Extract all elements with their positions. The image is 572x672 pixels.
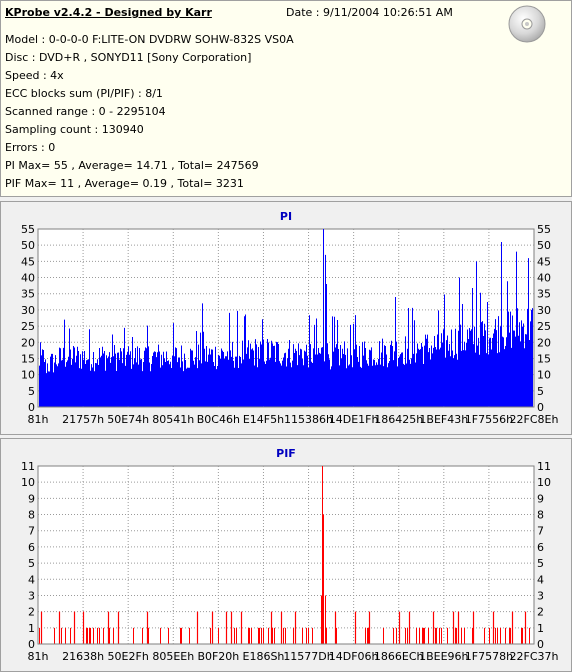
pif-ytick-right: 7 — [537, 525, 544, 538]
pi-xtick-label: 1BEF43h — [419, 413, 468, 426]
pi-ytick-left: 50 — [21, 239, 35, 252]
pif-ytick-right: 8 — [537, 509, 544, 522]
pif-chart-title: PIF — [276, 447, 296, 460]
pif-ytick-left: 3 — [28, 589, 35, 602]
pi-xtick-label: E14F5h — [243, 413, 284, 426]
pif-ytick-right: 3 — [537, 589, 544, 602]
errors-line: Errors : 0 — [5, 141, 56, 154]
pi-xtick-label: 14DE1Fh — [329, 413, 379, 426]
pi-ytick-left: 25 — [21, 320, 35, 333]
pif-summary-line: PIF Max= 11 , Average= 0.19 , Total= 323… — [5, 177, 244, 190]
speed-line: Speed : 4x — [5, 69, 64, 82]
pif-ytick-right: 1 — [537, 622, 544, 635]
pif-ytick-left: 0 — [28, 638, 35, 651]
pif-ytick-left: 6 — [28, 541, 35, 554]
pif-ytick-left: 2 — [28, 606, 35, 619]
pif-ytick-right: 4 — [537, 573, 544, 586]
pi-ytick-left: 30 — [21, 304, 35, 317]
pif-ytick-right: 9 — [537, 492, 544, 505]
pi-ytick-right: 25 — [537, 320, 551, 333]
scan-date: Date : 9/11/2004 10:26:51 AM — [286, 6, 453, 19]
range-line: Scanned range : 0 - 2295104 — [5, 105, 166, 118]
pif-ytick-left: 10 — [21, 476, 35, 489]
pi-ytick-left: 40 — [21, 272, 35, 285]
pi-xtick-label: 22FC8Eh — [510, 413, 559, 426]
pif-ytick-left: 5 — [28, 557, 35, 570]
pi-xtick-label: 81h — [28, 413, 49, 426]
pi-ytick-right: 0 — [537, 401, 544, 414]
pi-xtick-label: 50E74h — [107, 413, 149, 426]
pi-series — [39, 229, 533, 407]
pi-ytick-right: 55 — [537, 223, 551, 236]
pif-ytick-left: 1 — [28, 622, 35, 635]
pi-xtick-label: 80541h — [152, 413, 194, 426]
model-line: Model : 0-0-0-0 F:LITE-ON DVDRW SOHW-832… — [5, 33, 294, 46]
pi-xtick-label: 21757h — [62, 413, 104, 426]
pi-xtick-label: B0C46h — [197, 413, 240, 426]
pif-ytick-left: 7 — [28, 525, 35, 538]
pi-ytick-left: 15 — [21, 352, 35, 365]
pi-ytick-right: 35 — [537, 288, 551, 301]
pi-ytick-left: 5 — [28, 385, 35, 398]
pi-ytick-right: 30 — [537, 304, 551, 317]
pi-ytick-right: 15 — [537, 352, 551, 365]
pif-ytick-right: 5 — [537, 557, 544, 570]
pi-xtick-label: 115386h — [284, 413, 333, 426]
pif-xtick-label: 805EEh — [152, 650, 194, 663]
pif-xtick-label: 1BEE96h — [419, 650, 468, 663]
pi-ytick-right: 45 — [537, 255, 551, 268]
pi-ytick-right: 40 — [537, 272, 551, 285]
pif-ytick-left: 9 — [28, 492, 35, 505]
pif-xtick-label: 50E2Fh — [108, 650, 149, 663]
pif-chart-panel: PIF 0 0 1 1 2 2 3 3 4 4 5 5 6 6 7 7 8 8 9 9 10 10 11 11 81h 21638… — [0, 438, 572, 672]
pi-ytick-right: 5 — [537, 385, 544, 398]
pi-ytick-right: 50 — [537, 239, 551, 252]
pif-ytick-right: 2 — [537, 606, 544, 619]
pi-summary-line: PI Max= 55 , Average= 14.71 , Total= 247… — [5, 159, 259, 172]
sampling-line: Sampling count : 130940 — [5, 123, 144, 136]
pi-ytick-left: 10 — [21, 369, 35, 382]
pif-ytick-left: 4 — [28, 573, 35, 586]
app-title: KProbe v2.4.2 - Designed by Karr — [5, 6, 212, 19]
pif-ytick-right: 10 — [537, 476, 551, 489]
pi-chart-title: PI — [279, 210, 293, 223]
pif-ytick-right: 11 — [537, 460, 551, 473]
disc-icon — [508, 5, 546, 43]
pi-ytick-left: 55 — [21, 223, 35, 236]
info-panel: KProbe v2.4.2 - Designed by Karr Date : … — [0, 0, 572, 197]
pi-ytick-right: 20 — [537, 336, 551, 349]
pi-ytick-left: 35 — [21, 288, 35, 301]
pi-ytick-right: 10 — [537, 369, 551, 382]
pi-ytick-left: 45 — [21, 255, 35, 268]
pif-xtick-label: E186Sh — [243, 650, 285, 663]
pi-chart-panel: PI 0 0 5 5 10 10 15 15 20 20 25 25 30 30 35 35 40 40 45 45 5… — [0, 201, 572, 435]
pif-ytick-left: 11 — [21, 460, 35, 473]
pi-ytick-left: 20 — [21, 336, 35, 349]
pif-xtick-label: 1F7578h — [465, 650, 513, 663]
pif-xtick-label: 11577Dh — [283, 650, 333, 663]
pif-xtick-label: 81h — [28, 650, 49, 663]
pif-series — [39, 466, 530, 644]
pif-xtick-label: B0F20h — [197, 650, 239, 663]
pi-ytick-left: 0 — [28, 401, 35, 414]
pif-xtick-label: 1866ECh — [374, 650, 424, 663]
pif-ytick-right: 0 — [537, 638, 544, 651]
pi-xtick-label: 186425h — [374, 413, 423, 426]
pif-xtick-label: 22FC37h — [510, 650, 559, 663]
pif-xtick-label: 14DF06h — [329, 650, 379, 663]
ecc-line: ECC blocks sum (PI/PIF) : 8/1 — [5, 87, 163, 100]
pif-ytick-left: 8 — [28, 509, 35, 522]
pif-plot-area — [37, 465, 535, 645]
pi-xtick-label: 1F7556h — [465, 413, 513, 426]
pif-ytick-right: 6 — [537, 541, 544, 554]
pif-xtick-label: 21638h — [62, 650, 104, 663]
disc-line: Disc : DVD+R , SONYD11 [Sony Corporation… — [5, 51, 252, 64]
